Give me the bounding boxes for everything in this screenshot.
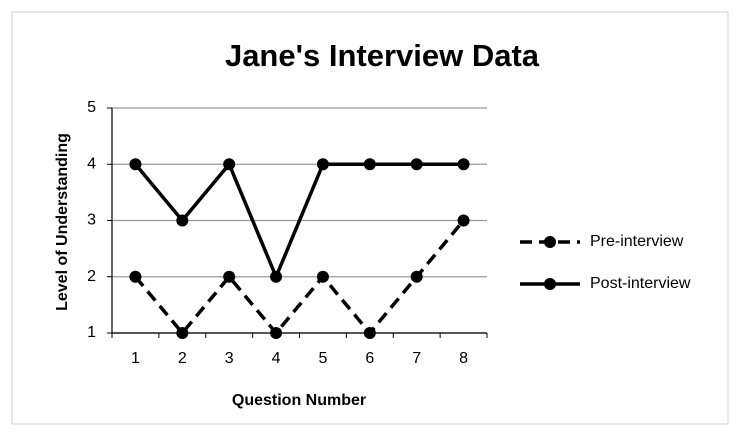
- point: [129, 158, 142, 171]
- legend-label: Post-interview: [590, 275, 691, 292]
- y-tick-label: 4: [87, 155, 96, 172]
- point: [176, 327, 189, 339]
- chart-border: [11, 11, 729, 425]
- point: [410, 270, 423, 283]
- legend-marker: [544, 278, 556, 290]
- point: [457, 214, 470, 227]
- legend-label: Pre-interview: [590, 233, 684, 250]
- point: [176, 214, 189, 227]
- y-tick-label: 5: [87, 99, 96, 116]
- point: [457, 158, 470, 171]
- x-axis-label: Question Number: [232, 392, 366, 409]
- series-line: [134, 160, 464, 282]
- x-tick-label: 2: [178, 350, 187, 367]
- chart-title: Jane's Interview Data: [225, 38, 540, 73]
- y-axis-label: Level of Understanding: [54, 133, 71, 311]
- point: [270, 327, 283, 339]
- x-tick-label: 5: [318, 350, 327, 367]
- x-tick-label: 7: [412, 350, 421, 367]
- y-tick-label: 3: [87, 212, 96, 229]
- point: [363, 327, 376, 339]
- x-tick-label: 8: [459, 350, 468, 367]
- series-line: [134, 219, 465, 336]
- point: [223, 158, 236, 171]
- x-tick-label: 6: [365, 350, 374, 367]
- x-tick-label: 3: [225, 350, 234, 367]
- x-tick-label: 1: [131, 350, 140, 367]
- legend-marker: [544, 236, 556, 248]
- point: [129, 270, 142, 283]
- point: [363, 158, 376, 171]
- point: [316, 270, 329, 283]
- point: [316, 158, 329, 171]
- point: [223, 270, 236, 283]
- x-tick-label: 4: [272, 350, 281, 367]
- y-tick-label: 2: [87, 268, 96, 285]
- point: [410, 158, 423, 171]
- y-tick-label: 1: [87, 324, 96, 341]
- point: [270, 270, 283, 283]
